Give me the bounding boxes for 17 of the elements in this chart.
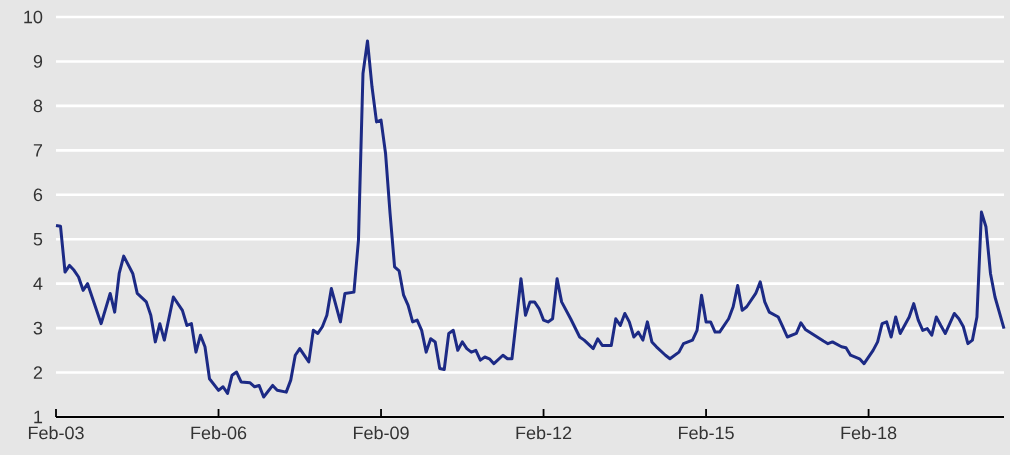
y-tick-label: 5 [33, 232, 43, 246]
x-tick-label: Feb-06 [191, 426, 247, 440]
x-tick-label: Feb-03 [28, 426, 84, 440]
x-tick-label: Feb-12 [516, 426, 572, 440]
x-tick-label: Feb-09 [353, 426, 409, 440]
y-tick-label: 3 [33, 321, 43, 335]
y-tick-label: 7 [33, 144, 43, 157]
y-tick-label: 8 [33, 99, 43, 113]
y-tick-label: 2 [33, 366, 43, 379]
y-tick-label: 9 [33, 55, 43, 68]
y-tick-label: 6 [33, 188, 43, 202]
y-tick-label: 1 [34, 410, 43, 424]
y-tick-label: 10 [24, 10, 43, 24]
y-tick-label: 4 [33, 277, 43, 290]
line-series [54, 39, 1006, 399]
x-tick-label: Feb-15 [679, 426, 734, 440]
x-tick-label: Feb-18 [841, 426, 897, 440]
